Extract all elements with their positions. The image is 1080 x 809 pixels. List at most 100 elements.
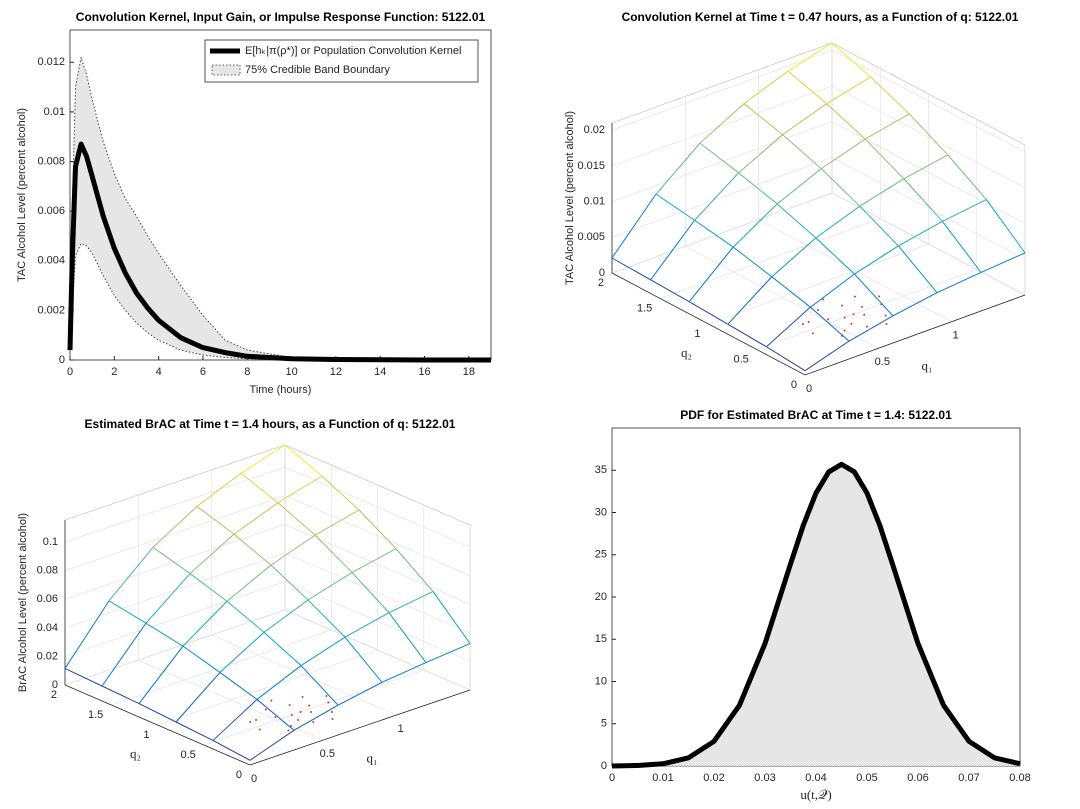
z-tick-label: 0.01	[584, 195, 605, 207]
y-tick-label: 0.004	[37, 255, 65, 267]
x-axis-label: q₁	[921, 358, 932, 373]
sample-point	[290, 714, 293, 716]
mesh-edge	[980, 252, 1026, 273]
sample-point	[327, 701, 330, 704]
mesh-edge	[189, 533, 235, 574]
mesh-edge	[743, 70, 789, 104]
grid-line	[804, 145, 1026, 376]
grid-line	[211, 470, 397, 716]
mesh-edge	[782, 103, 827, 136]
mesh-edge	[138, 703, 177, 723]
mesh-edge	[611, 257, 651, 281]
x-tick-label: 4	[156, 366, 162, 378]
y-tick-label: 15	[595, 633, 607, 645]
mesh-edge	[694, 172, 739, 221]
mesh-edge	[256, 699, 295, 731]
wall-edge	[64, 444, 471, 526]
x-tick-label: 2	[111, 366, 117, 378]
mesh-edge	[175, 672, 221, 723]
mesh-edge	[732, 246, 773, 278]
sample-point	[258, 728, 261, 731]
x-tick-label: 0	[806, 383, 812, 395]
x-tick-label: 0	[67, 366, 73, 378]
y-tick-label: 0	[791, 379, 797, 391]
x-tick-label: 16	[418, 366, 430, 378]
grid-line	[64, 520, 251, 766]
mesh-edge	[732, 203, 778, 248]
grid-line	[64, 581, 471, 662]
mesh-edge	[908, 113, 949, 156]
sample-point	[287, 729, 290, 732]
x-tick-label: 1	[953, 330, 959, 342]
mesh-edge	[859, 178, 905, 207]
x-tick-label: 0	[609, 772, 615, 784]
grid-line	[611, 192, 1026, 296]
sample-point	[885, 322, 888, 325]
y-tick-label: 2	[598, 277, 604, 289]
sample-point	[325, 695, 328, 697]
x-tick-label: 0.04	[805, 772, 826, 784]
mesh-edge	[182, 645, 221, 673]
z-tick-label: 0.04	[37, 622, 58, 634]
mesh-edge	[263, 599, 309, 633]
x-tick-label: 0.03	[754, 772, 775, 784]
mesh-edge	[196, 472, 242, 507]
z-tick-label: 0	[52, 679, 58, 691]
sample-point	[841, 304, 843, 307]
sample-point	[331, 718, 334, 720]
y-tick-label: 5	[601, 718, 607, 730]
mesh-edge	[307, 572, 353, 601]
x-axis-label: u(t,𝒬)	[800, 787, 831, 802]
grid-line	[64, 609, 471, 691]
mesh-edge	[270, 534, 316, 566]
legend-box	[204, 39, 479, 83]
z-tick-label: 0.015	[577, 160, 605, 172]
mesh-edge	[815, 237, 855, 275]
mesh-edge	[64, 600, 110, 669]
mesh-edge	[854, 273, 894, 317]
x-tick-label: 0.01	[652, 772, 673, 784]
mesh-edge	[358, 509, 397, 550]
sample-point	[301, 696, 304, 698]
x-tick-label: 0.05	[856, 772, 877, 784]
x-tick-label: 0.07	[958, 772, 979, 784]
x-tick-label: 10	[285, 366, 297, 378]
x-tick-label: 6	[200, 366, 206, 378]
grid-line	[249, 525, 471, 766]
legend-label: 75% Credible Band Boundary	[245, 64, 390, 76]
mesh-edge	[240, 472, 279, 504]
grid-line	[111, 465, 332, 706]
mesh-edge	[650, 279, 690, 303]
x-tick-label: 18	[463, 366, 475, 378]
x-tick-label: 12	[330, 366, 342, 378]
credible-band	[70, 57, 491, 360]
y-axis-label: q₂	[681, 345, 692, 360]
mesh-edge	[688, 246, 734, 302]
mesh-edge	[815, 205, 861, 239]
x-tick-label: 0.02	[703, 772, 724, 784]
wall-edge	[611, 42, 1026, 146]
sample-point	[822, 298, 825, 301]
mesh-edge	[314, 509, 360, 536]
mesh-edge	[351, 548, 397, 573]
sample-point	[866, 325, 868, 328]
sample-point	[270, 699, 273, 702]
mesh-edge	[432, 591, 471, 644]
y-tick-label: 0.5	[733, 353, 748, 365]
mesh-edge	[820, 168, 861, 207]
mesh-edge	[820, 138, 866, 170]
mesh-edge	[848, 315, 894, 342]
mesh-edge	[694, 219, 734, 248]
y-tick-label: 0.006	[37, 205, 65, 217]
y-tick-label: 2	[51, 689, 57, 701]
mesh-edge	[381, 662, 427, 683]
mesh-edge	[388, 590, 434, 614]
mesh-edge	[344, 636, 383, 683]
axis-line	[611, 123, 1026, 376]
mesh-edge	[152, 546, 191, 574]
x-tick-label: 14	[374, 366, 386, 378]
mesh-edge	[337, 681, 383, 706]
y-tick-label: 35	[595, 464, 607, 476]
sample-point	[860, 305, 863, 308]
z-tick-label: 0	[599, 267, 605, 279]
